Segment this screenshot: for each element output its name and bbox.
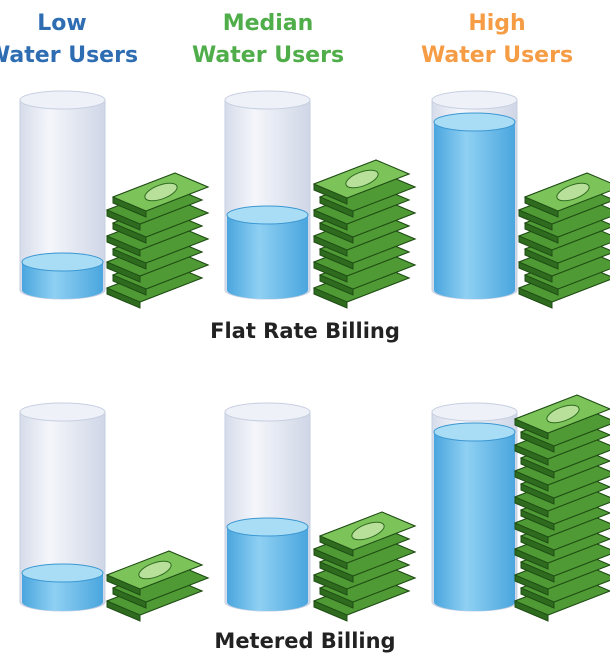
cylinder xyxy=(20,403,105,611)
money-stack xyxy=(107,551,208,621)
water xyxy=(434,122,515,299)
water xyxy=(227,215,308,299)
water-surface xyxy=(227,518,308,536)
cylinder-rim xyxy=(20,91,105,109)
water-surface xyxy=(227,206,308,224)
cylinder-rim xyxy=(225,403,310,421)
section-caption: Metered Billing xyxy=(214,629,395,653)
money-stack xyxy=(107,173,208,308)
money-stack xyxy=(519,173,610,308)
cylinder xyxy=(432,403,517,611)
column-header: High xyxy=(468,11,525,36)
water-surface xyxy=(22,253,103,271)
column-header: Water Users xyxy=(192,43,344,68)
cylinder-rim xyxy=(432,91,517,109)
cylinder xyxy=(225,403,310,611)
water-surface xyxy=(22,564,103,582)
column-header: Median xyxy=(223,11,314,36)
cylinder xyxy=(20,91,105,299)
infographic: Low Water Users Median Water Users High Water… xyxy=(0,0,610,656)
cylinder-rim xyxy=(432,403,517,421)
water-surface xyxy=(434,113,515,131)
column-header: Low xyxy=(37,11,86,36)
column-header: Water Users xyxy=(421,43,573,68)
money-stack xyxy=(314,160,415,308)
money-stack xyxy=(314,512,415,621)
cylinder-rim xyxy=(225,91,310,109)
column-headers: Low Water Users Median Water Users High Water… xyxy=(0,11,573,68)
cylinder xyxy=(432,91,517,299)
page: Low Water Users Median Water Users High Water… xyxy=(0,0,610,656)
money-stack xyxy=(515,395,610,621)
water xyxy=(434,432,515,611)
water-surface xyxy=(434,423,515,441)
water xyxy=(227,527,308,611)
section-caption: Flat Rate Billing xyxy=(210,319,400,343)
cylinder xyxy=(225,91,310,299)
column-header: Water Users xyxy=(0,43,138,68)
cylinder-rim xyxy=(20,403,105,421)
